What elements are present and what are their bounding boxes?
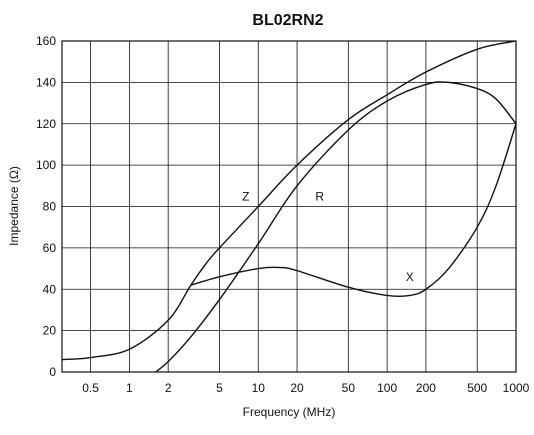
- x-tick-label: 200: [416, 381, 436, 395]
- y-tick-label: 160: [36, 34, 56, 48]
- x-tick-label: 100: [377, 381, 397, 395]
- series-x-label: X: [406, 270, 414, 284]
- y-tick-label: 120: [36, 117, 56, 131]
- y-axis-label: Impedance (Ω): [7, 166, 21, 246]
- y-tick-label: 100: [36, 158, 56, 172]
- series-z-curve: [61, 40, 517, 361]
- y-tick-label: 60: [43, 241, 57, 255]
- y-tick-label: 140: [36, 75, 56, 89]
- chart-title: BL02RN2: [252, 12, 323, 29]
- y-tick-label: 80: [43, 200, 57, 214]
- x-tick-label: 500: [467, 381, 487, 395]
- plot-frame: [61, 40, 517, 373]
- y-tick-labels: 0 20 40 60 80 100 120 140 160: [36, 34, 56, 379]
- y-tick-label: 0: [49, 365, 56, 379]
- series-z-label: Z: [242, 189, 249, 203]
- series-x-curve: [190, 123, 517, 298]
- x-tick-label: 1000: [503, 381, 530, 395]
- x-tick-label: 0.5: [82, 381, 99, 395]
- series-r-label: R: [315, 189, 324, 203]
- x-tick-labels: 0.5 1 2 5 10 20 50 100 200 500 1000: [82, 381, 529, 395]
- x-tick-label: 2: [165, 381, 172, 395]
- x-tick-label: 50: [342, 381, 356, 395]
- series-labels: Z R X: [242, 189, 414, 284]
- x-tick-label: 20: [290, 381, 304, 395]
- x-tick-label: 5: [216, 381, 223, 395]
- series-curves: [61, 40, 517, 373]
- series-r-curve: [155, 81, 517, 373]
- y-tick-label: 20: [43, 324, 57, 338]
- x-axis-label: Frequency (MHz): [243, 405, 336, 419]
- grid-lines: [62, 40, 517, 373]
- x-tick-label: 10: [252, 381, 266, 395]
- y-tick-label: 40: [43, 282, 57, 296]
- x-tick-label: 1: [126, 381, 133, 395]
